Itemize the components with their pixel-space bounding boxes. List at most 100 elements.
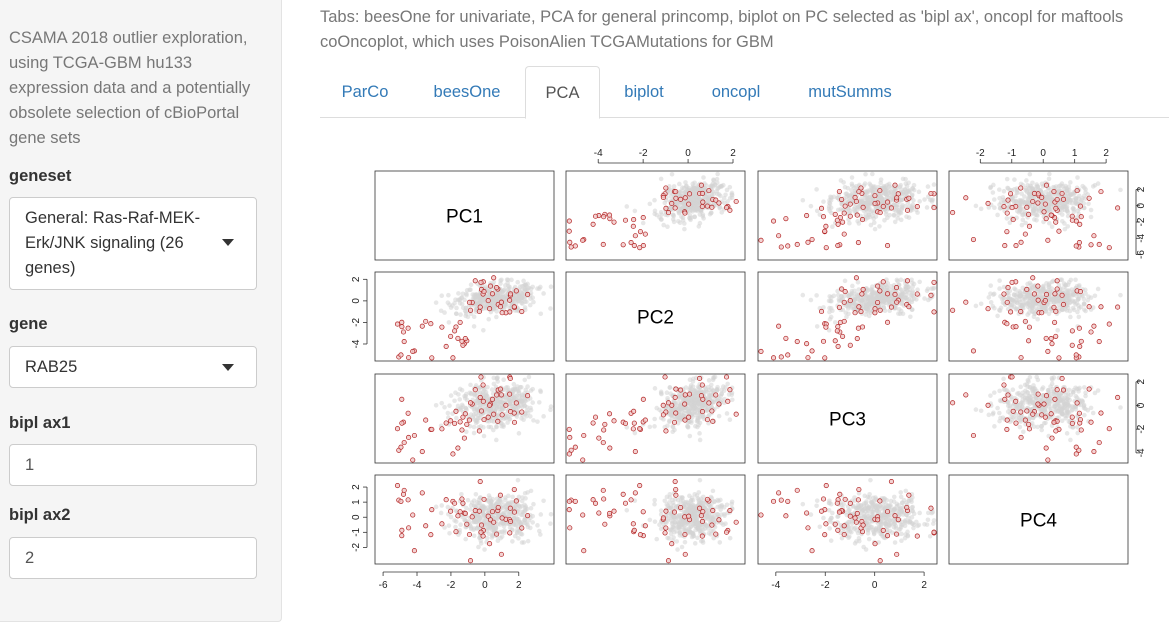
red-point [487, 283, 494, 289]
grey-point [1081, 296, 1087, 302]
red-point [401, 339, 407, 345]
red-point [507, 505, 513, 511]
grey-point [909, 207, 915, 213]
grey-point [647, 517, 653, 523]
grey-point [867, 295, 873, 300]
geneset-selected-value: General: Ras-Raf-MEK-Erk/JNK signaling (… [25, 209, 201, 277]
grey-point [717, 204, 723, 210]
grey-point [853, 184, 859, 189]
grey-point [724, 187, 730, 193]
grey-point [453, 390, 458, 396]
grey-point [821, 199, 826, 204]
red-point [498, 299, 504, 305]
grey-point [1020, 429, 1026, 435]
grey-point [917, 279, 922, 285]
grey-point [1034, 412, 1039, 418]
red-point [1078, 427, 1084, 433]
red-point [448, 508, 454, 514]
red-point [928, 292, 934, 298]
grey-point [1017, 298, 1022, 303]
red-point [1042, 201, 1048, 207]
red-point [499, 515, 505, 521]
grey-point [1083, 390, 1088, 396]
tab-oncopl[interactable]: oncopl [711, 83, 761, 101]
tab-parco[interactable]: ParCo [341, 83, 389, 101]
red-point [566, 228, 572, 234]
grey-point [671, 184, 677, 189]
red-point [631, 242, 637, 249]
red-point [423, 318, 429, 324]
gene-select[interactable]: RAB25 [9, 346, 257, 388]
red-point [663, 205, 669, 211]
grey-point [990, 190, 996, 195]
grey-point [512, 284, 518, 290]
grey-point [931, 182, 937, 187]
red-point [592, 213, 599, 219]
grey-point [714, 176, 720, 182]
grey-point [827, 309, 832, 315]
grey-point [1056, 282, 1062, 288]
red-point [1052, 396, 1058, 402]
grey-point [519, 392, 525, 398]
tab-beesone[interactable]: beesOne [433, 83, 501, 101]
grey-point [512, 386, 518, 391]
grey-point [1068, 437, 1073, 443]
grey-point [1067, 308, 1073, 314]
grey-point [924, 205, 930, 210]
red-point [823, 245, 829, 251]
grey-point [1020, 217, 1026, 223]
grey-point [471, 533, 477, 539]
grey-point [693, 398, 699, 403]
red-point [462, 411, 468, 417]
grey-point [1050, 297, 1055, 303]
red-point [459, 338, 465, 344]
red-point [1096, 440, 1102, 446]
grey-point [870, 290, 875, 295]
bipl-ax2-input[interactable] [9, 537, 257, 579]
tab-pca[interactable]: PCA [525, 66, 600, 119]
red-point [872, 306, 878, 312]
bipl-ax1-input[interactable] [9, 444, 257, 486]
grey-point [548, 521, 553, 526]
red-point [776, 323, 782, 329]
grey-point [525, 538, 531, 544]
grey-point [531, 299, 536, 305]
grey-point [724, 411, 730, 416]
red-point [566, 218, 572, 224]
grey-point [521, 283, 527, 288]
red-point [950, 210, 956, 216]
grey-point [1057, 305, 1062, 311]
red-point [637, 229, 643, 235]
grey-point [904, 284, 909, 290]
red-point [494, 392, 500, 398]
grey-point [1001, 284, 1007, 290]
red-point [405, 410, 411, 416]
grey-point [692, 392, 698, 398]
red-point [859, 217, 866, 223]
grey-point [800, 292, 806, 298]
red-point [1051, 304, 1057, 310]
grey-point [664, 390, 670, 396]
grey-point [973, 203, 979, 209]
red-point [823, 324, 829, 330]
grey-point [687, 433, 693, 439]
red-point [503, 402, 509, 408]
grey-point [910, 185, 915, 191]
grey-point [1061, 281, 1067, 286]
geneset-select[interactable]: General: Ras-Raf-MEK-Erk/JNK signaling (… [9, 197, 257, 290]
grey-point [1043, 420, 1048, 426]
tab-mutsumms[interactable]: mutSumms [808, 83, 892, 101]
grey-point [501, 416, 507, 422]
red-point [450, 451, 456, 457]
grey-point [865, 301, 871, 307]
red-point [423, 523, 429, 529]
red-point [1001, 204, 1007, 210]
red-point [1069, 342, 1075, 348]
red-point [1054, 278, 1060, 284]
grey-point [715, 171, 720, 177]
grey-point [808, 297, 814, 303]
red-point [884, 199, 891, 205]
grey-point [909, 299, 915, 305]
red-point [809, 236, 815, 243]
tab-biplot[interactable]: biplot [624, 83, 664, 101]
